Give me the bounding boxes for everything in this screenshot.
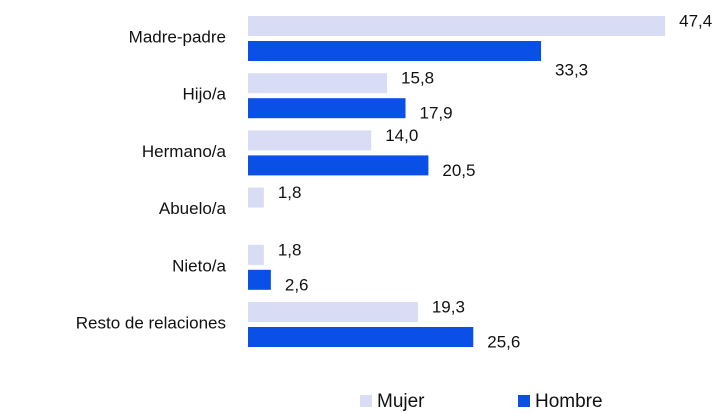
value-label: 1,8 (278, 240, 302, 259)
bar (248, 269, 271, 290)
category-label: Hijo/a (183, 85, 227, 104)
bar (248, 302, 418, 322)
value-label: 19,3 (432, 297, 465, 316)
bar (248, 73, 388, 94)
value-label: 14,0 (385, 126, 418, 145)
bar (248, 327, 474, 347)
category-label: Abuelo/a (159, 199, 227, 218)
value-label: 1,8 (278, 183, 302, 202)
value-label: 15,8 (401, 69, 434, 88)
value-label: 47,4 (679, 11, 712, 30)
legend-label: Hombre (535, 391, 603, 412)
category-label: Resto de relaciones (76, 313, 226, 332)
legend-swatch (518, 395, 530, 407)
bar (248, 187, 264, 208)
bar (248, 16, 666, 36)
value-label: 2,6 (285, 275, 309, 294)
category-label: Nieto/a (172, 256, 226, 275)
bar (248, 98, 406, 119)
legend-label: Mujer (377, 391, 425, 412)
bar (248, 41, 542, 61)
bar (248, 244, 264, 265)
value-label: 33,3 (555, 60, 588, 79)
value-label: 25,6 (487, 332, 520, 351)
bar (248, 130, 372, 151)
category-label: Hermano/a (142, 142, 227, 161)
bar (248, 155, 429, 176)
category-label: Madre-padre (129, 27, 226, 46)
legend-swatch (360, 395, 372, 407)
value-label: 20,5 (442, 161, 475, 180)
value-label: 17,9 (420, 104, 453, 123)
